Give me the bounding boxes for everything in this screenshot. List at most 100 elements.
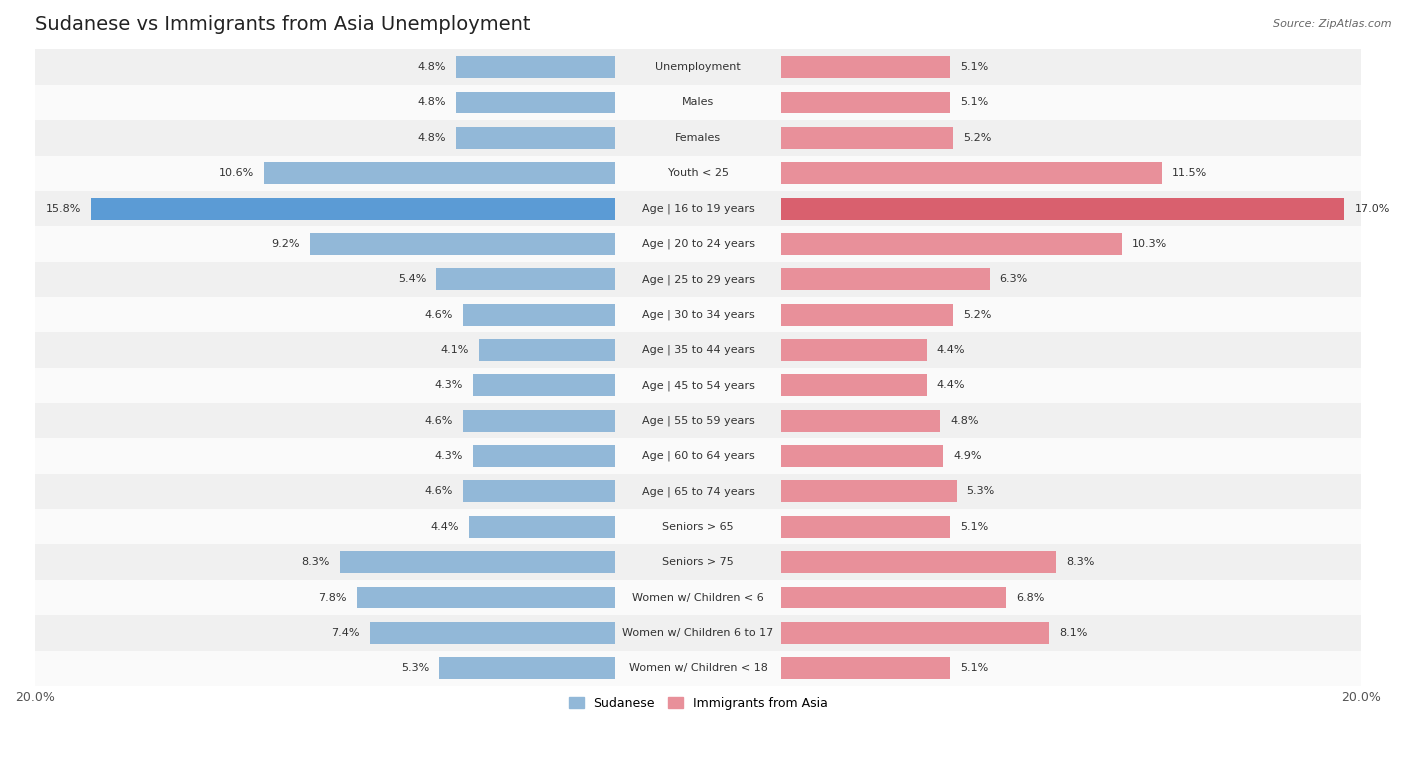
Text: Age | 65 to 74 years: Age | 65 to 74 years [641,486,755,497]
Text: 9.2%: 9.2% [271,239,299,249]
Bar [0,191,1406,226]
Bar [780,162,1163,184]
Bar [0,580,1406,615]
Text: 10.6%: 10.6% [218,168,253,178]
Text: 5.1%: 5.1% [960,663,988,673]
Text: 8.1%: 8.1% [1059,628,1088,638]
Bar [0,155,1406,191]
Text: 4.6%: 4.6% [425,310,453,319]
Text: Source: ZipAtlas.com: Source: ZipAtlas.com [1274,19,1392,29]
Bar [463,410,614,431]
Bar [780,198,1344,220]
Legend: Sudanese, Immigrants from Asia: Sudanese, Immigrants from Asia [564,692,832,715]
Text: Males: Males [682,98,714,107]
Bar [0,297,1406,332]
Text: Women w/ Children < 18: Women w/ Children < 18 [628,663,768,673]
Text: 5.2%: 5.2% [963,310,991,319]
Bar [456,56,614,78]
Text: 5.3%: 5.3% [401,663,429,673]
Bar [780,268,990,290]
Text: 4.4%: 4.4% [936,345,965,355]
Bar [780,516,950,537]
Text: 6.3%: 6.3% [1000,274,1028,285]
Text: 4.4%: 4.4% [936,380,965,391]
Text: 4.3%: 4.3% [434,380,463,391]
Bar [780,410,941,431]
Bar [780,92,950,114]
Text: Unemployment: Unemployment [655,62,741,72]
Bar [357,587,614,609]
Bar [472,375,614,397]
Text: 5.4%: 5.4% [398,274,426,285]
Bar [780,304,953,326]
Bar [463,481,614,503]
Bar [780,233,1122,255]
Bar [0,85,1406,120]
Text: 4.8%: 4.8% [418,62,446,72]
Text: Age | 20 to 24 years: Age | 20 to 24 years [641,238,755,249]
Text: 5.1%: 5.1% [960,522,988,532]
Bar [780,657,950,679]
Bar [780,127,953,149]
Bar [0,615,1406,650]
Text: 4.8%: 4.8% [950,416,979,425]
Text: Seniors > 75: Seniors > 75 [662,557,734,567]
Text: 8.3%: 8.3% [302,557,330,567]
Bar [780,375,927,397]
Text: Age | 45 to 54 years: Age | 45 to 54 years [641,380,755,391]
Bar [472,445,614,467]
Text: 6.8%: 6.8% [1017,593,1045,603]
Bar [780,339,927,361]
Bar [780,445,943,467]
Bar [456,92,614,114]
Bar [436,268,614,290]
Bar [0,332,1406,368]
Text: 15.8%: 15.8% [46,204,82,213]
Bar [0,474,1406,509]
Text: 17.0%: 17.0% [1354,204,1389,213]
Bar [0,49,1406,85]
Text: 7.4%: 7.4% [332,628,360,638]
Text: 4.6%: 4.6% [425,416,453,425]
Bar [463,304,614,326]
Bar [0,403,1406,438]
Text: Age | 25 to 29 years: Age | 25 to 29 years [641,274,755,285]
Text: 5.1%: 5.1% [960,62,988,72]
Bar [780,56,950,78]
Text: 4.8%: 4.8% [418,132,446,143]
Text: 4.9%: 4.9% [953,451,981,461]
Bar [440,657,614,679]
Text: Women w/ Children < 6: Women w/ Children < 6 [633,593,763,603]
Text: Sudanese vs Immigrants from Asia Unemployment: Sudanese vs Immigrants from Asia Unemplo… [35,15,530,34]
Text: Age | 55 to 59 years: Age | 55 to 59 years [641,416,755,426]
Text: 4.1%: 4.1% [441,345,470,355]
Bar [780,481,956,503]
Bar [0,650,1406,686]
Text: 8.3%: 8.3% [1066,557,1094,567]
Text: 5.3%: 5.3% [966,487,995,497]
Text: 4.3%: 4.3% [434,451,463,461]
Bar [780,551,1056,573]
Bar [311,233,614,255]
Text: Seniors > 65: Seniors > 65 [662,522,734,532]
Text: 5.2%: 5.2% [963,132,991,143]
Text: Age | 35 to 44 years: Age | 35 to 44 years [641,344,755,355]
Bar [456,127,614,149]
Bar [370,622,614,644]
Bar [0,544,1406,580]
Bar [0,438,1406,474]
Text: Age | 16 to 19 years: Age | 16 to 19 years [641,204,755,213]
Bar [0,368,1406,403]
Text: 11.5%: 11.5% [1173,168,1208,178]
Bar [479,339,614,361]
Text: 10.3%: 10.3% [1132,239,1167,249]
Text: Youth < 25: Youth < 25 [668,168,728,178]
Bar [0,120,1406,155]
Text: Females: Females [675,132,721,143]
Bar [780,587,1007,609]
Bar [780,622,1049,644]
Text: Age | 60 to 64 years: Age | 60 to 64 years [641,451,755,461]
Text: Women w/ Children 6 to 17: Women w/ Children 6 to 17 [623,628,773,638]
Text: Age | 30 to 34 years: Age | 30 to 34 years [641,310,755,320]
Bar [0,262,1406,297]
